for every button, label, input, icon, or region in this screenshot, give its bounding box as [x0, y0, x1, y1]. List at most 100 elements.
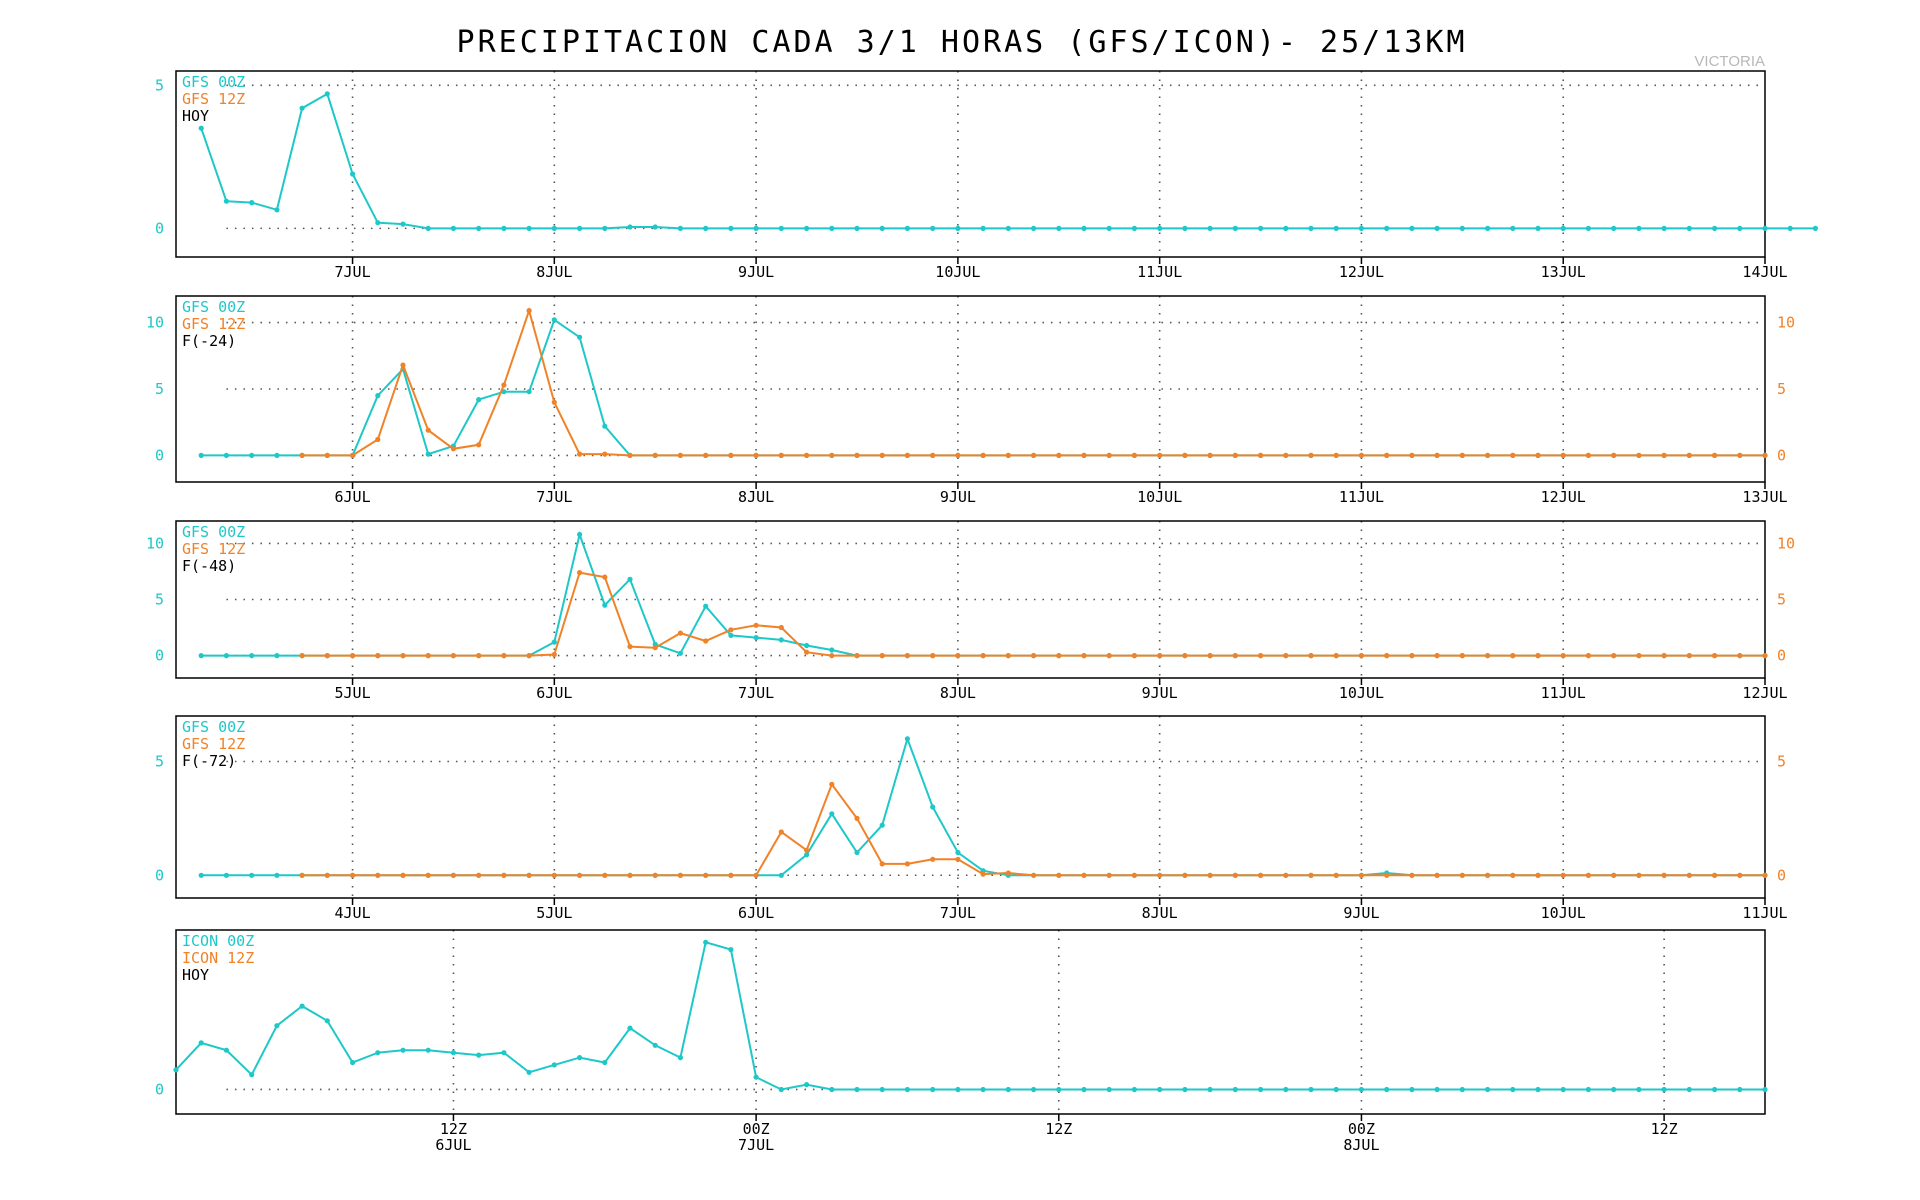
data-point — [526, 1069, 532, 1075]
data-point — [526, 308, 532, 314]
data-point — [1686, 452, 1692, 458]
data-point — [425, 1047, 431, 1053]
data-point — [728, 452, 734, 458]
data-point — [1333, 225, 1339, 231]
data-point — [1434, 225, 1440, 231]
data-point — [1182, 225, 1188, 231]
data-point — [1232, 653, 1238, 659]
legend-entry: GFS 00Z — [182, 718, 245, 736]
data-point — [1056, 452, 1062, 458]
data-point — [879, 452, 885, 458]
legend-entry: HOY — [182, 107, 209, 125]
data-point — [778, 225, 784, 231]
data-point — [778, 829, 784, 835]
data-point — [249, 872, 255, 878]
data-point — [1081, 225, 1087, 231]
x-tick-label: 12JUL — [1339, 263, 1384, 281]
data-point — [1283, 225, 1289, 231]
y-tick-left: 5 — [155, 380, 164, 398]
legend-entry: GFS 12Z — [182, 90, 245, 108]
data-point — [1661, 1086, 1667, 1093]
data-point — [1056, 225, 1062, 231]
data-point — [1560, 452, 1566, 458]
data-point — [375, 653, 381, 659]
series-line-icon-00z — [175, 941, 1765, 1091]
data-point — [1258, 1086, 1264, 1093]
data-point — [980, 1086, 986, 1093]
data-point — [1510, 452, 1516, 458]
data-point — [249, 452, 255, 458]
data-point — [1560, 225, 1566, 231]
data-point — [1283, 1086, 1289, 1093]
data-point — [1232, 872, 1238, 878]
data-point — [1510, 653, 1516, 659]
data-point — [1459, 225, 1465, 231]
data-point — [854, 815, 860, 822]
data-point — [1611, 225, 1617, 231]
data-point — [1636, 1086, 1642, 1093]
data-point — [551, 651, 557, 658]
data-point — [324, 872, 330, 878]
data-point — [930, 452, 936, 458]
data-point — [728, 225, 734, 231]
data-point — [324, 91, 330, 97]
data-point — [728, 872, 734, 878]
data-point — [1207, 225, 1213, 231]
data-point — [980, 452, 986, 458]
chart-title: PRECIPITACION CADA 3/1 HORAS (GFS/ICON)-… — [457, 25, 1468, 60]
y-tick-left: 5 — [155, 76, 164, 94]
series-line-gfs-12z — [302, 782, 1765, 877]
data-point — [425, 451, 431, 457]
data-point — [526, 389, 532, 395]
data-point — [1333, 1086, 1339, 1093]
legend-entry: GFS 00Z — [182, 298, 245, 316]
data-point — [1712, 452, 1718, 458]
data-point — [476, 225, 482, 231]
data-point — [677, 452, 684, 458]
data-point — [1762, 653, 1768, 659]
x-tick-label: 12Z — [1045, 1120, 1072, 1138]
data-point — [551, 872, 557, 878]
data-point — [1636, 452, 1642, 458]
x-tick-label: 7JUL — [334, 263, 370, 281]
data-point — [1585, 452, 1591, 458]
data-point — [1106, 653, 1112, 659]
data-point — [1434, 452, 1440, 458]
data-point — [778, 624, 784, 631]
data-point — [778, 637, 784, 643]
data-point — [1131, 653, 1137, 659]
data-point — [778, 452, 784, 458]
data-point — [223, 653, 229, 659]
x-tick-label: 12Z — [440, 1120, 467, 1138]
data-point — [1585, 872, 1591, 878]
data-point — [1661, 872, 1667, 878]
x-tick-label: 10JUL — [1137, 488, 1182, 506]
data-point — [1459, 1086, 1465, 1093]
data-point — [1459, 653, 1465, 659]
data-point — [526, 653, 532, 659]
x-tick-label: 10JUL — [1541, 904, 1586, 922]
data-point — [1510, 225, 1516, 231]
data-point — [223, 452, 229, 458]
data-point — [1585, 225, 1591, 231]
data-point — [1081, 872, 1087, 878]
data-point — [1131, 872, 1137, 878]
legend-entry: ICON 12Z — [182, 949, 254, 967]
data-point — [577, 225, 583, 231]
data-point — [854, 1086, 860, 1093]
x-tick-label: 9JUL — [1343, 904, 1379, 922]
data-point — [1005, 870, 1011, 876]
data-point — [955, 849, 961, 856]
data-point — [1131, 225, 1137, 231]
data-point — [425, 225, 431, 231]
data-point — [1485, 653, 1491, 659]
data-point — [1661, 653, 1667, 659]
data-point — [350, 872, 356, 878]
data-point — [854, 452, 860, 458]
panel-frame — [175, 929, 1766, 1115]
data-point — [501, 225, 507, 231]
data-point — [1031, 653, 1037, 659]
data-point — [703, 225, 709, 231]
series-line-gfs-12z — [302, 307, 1765, 457]
data-point — [829, 225, 835, 231]
